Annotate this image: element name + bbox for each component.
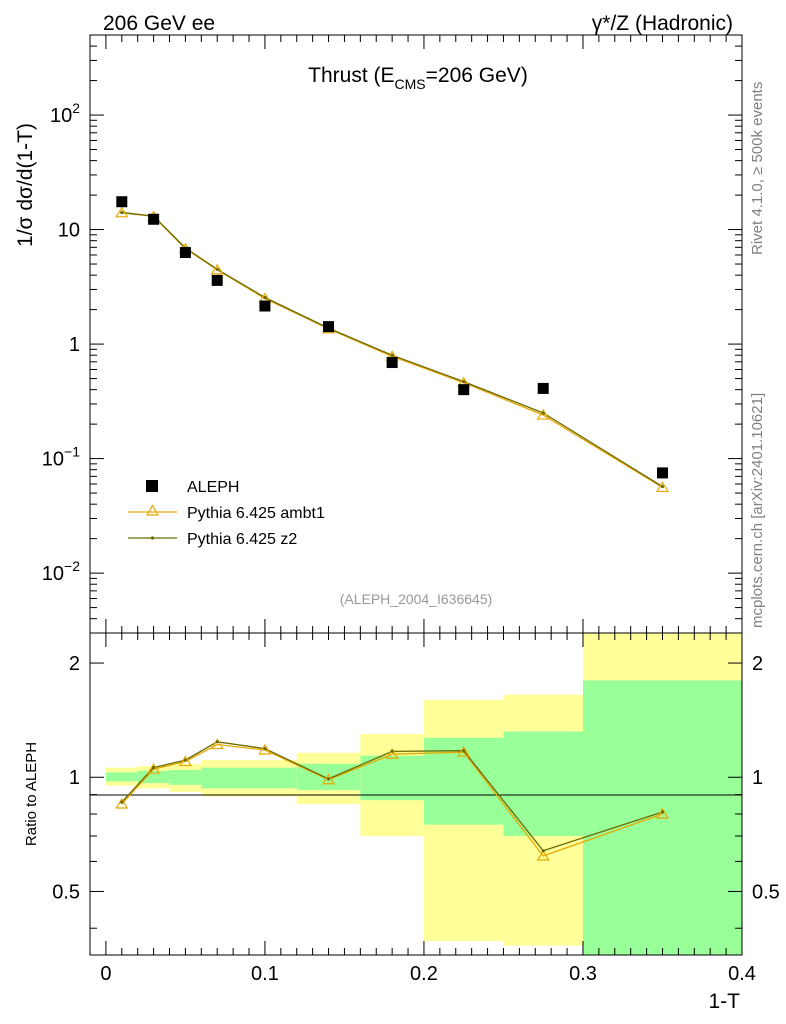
ratio-z2-marker xyxy=(263,746,267,751)
ratio-z2-marker xyxy=(541,849,545,853)
main-y-tick-label: 1 xyxy=(69,334,80,356)
band-inner xyxy=(503,731,583,837)
ratio-z2-marker xyxy=(215,740,219,744)
z2-line xyxy=(121,211,663,488)
ratio-panel: 0.5 0.51 12 2 0 0.1 0.2 0.3 0.4 Ratio to ALEPH … xyxy=(23,632,780,1013)
band-inner xyxy=(169,769,202,785)
legend: ALEPH Pythia 6.425 ambt1 Pythia 6.425 z2 xyxy=(128,479,325,548)
ratio-y-label: Ratio to ALEPH xyxy=(23,742,40,846)
band-inner xyxy=(137,770,170,784)
ratio-y-tick-label-right: 1 xyxy=(752,767,763,789)
aleph-point xyxy=(323,321,335,333)
main-y-label: 1/σ dσ/d(1-T) xyxy=(14,123,37,247)
legend-marker-ambt1 xyxy=(145,504,160,516)
ratio-ambt1-marker xyxy=(536,849,550,861)
band-inner xyxy=(233,767,297,789)
header-left: 206 GeV ee xyxy=(103,12,215,35)
ambt1-marker xyxy=(536,408,550,420)
aleph-point xyxy=(179,247,191,259)
aleph-point xyxy=(537,382,549,394)
ratio-ambt1-line xyxy=(121,743,663,857)
z2-marker xyxy=(541,411,545,415)
ratio-z2-marker xyxy=(660,810,665,814)
legend-marker-aleph xyxy=(146,480,158,492)
ratio-y-ticks: 0.5 0.5 1 1 2 2 xyxy=(52,653,780,929)
x-tick-label: 0.4 xyxy=(728,963,756,985)
ratio-ambt1-marker xyxy=(385,748,399,759)
aleph-point xyxy=(259,300,271,312)
legend-label-ambt1: Pythia 6.425 ambt1 xyxy=(187,505,325,522)
main-y-tick-label: 10−1 xyxy=(42,444,80,471)
header-right: γ*/Z (Hadronic) xyxy=(592,12,733,35)
ratio-y-tick-label: 1 xyxy=(69,767,80,789)
plot-title: Thrust (ECMS=206 GeV) xyxy=(308,64,528,92)
x-axis-label: 1-T xyxy=(709,990,741,1013)
z2-marker xyxy=(215,267,219,271)
aleph-point xyxy=(656,467,668,479)
aleph-point xyxy=(148,213,160,225)
legend-label-aleph: ALEPH xyxy=(187,479,239,496)
x-tick-label: 0.2 xyxy=(410,963,438,985)
analysis-watermark: (ALEPH_2004_I636645) xyxy=(340,591,493,607)
main-mc-lines xyxy=(115,206,670,493)
aleph-point xyxy=(116,196,128,208)
ratio-y-tick-label: 2 xyxy=(69,653,80,675)
legend-marker-z2 xyxy=(150,536,155,540)
ratio-frame xyxy=(89,632,743,956)
ratio-z2-marker xyxy=(326,777,331,781)
z2-marker xyxy=(120,210,124,215)
ratio-ambt1-marker xyxy=(147,763,161,774)
ratio-y-tick-label-right: 0.5 xyxy=(752,881,780,903)
aleph-point xyxy=(386,357,398,369)
ratio-z2-line xyxy=(121,741,663,852)
main-x-ticks xyxy=(105,35,743,633)
ratio-x-ticks: 0 0.1 0.2 0.3 0.4 xyxy=(100,633,756,985)
band-inner xyxy=(360,755,424,801)
z2-marker xyxy=(390,353,394,357)
ratio-ambt1-marker xyxy=(457,745,471,757)
ratio-y-tick-label-right: 2 xyxy=(752,653,763,675)
main-y-tick-label: 10 xyxy=(58,220,80,242)
main-y-tick-label: 10−2 xyxy=(42,558,80,585)
mcplots-label: mcplots.cern.ch [arXiv:2401.10621] xyxy=(749,393,766,628)
main-data-points xyxy=(116,196,668,479)
band-inner xyxy=(105,772,138,782)
rivet-label: Rivet 4.1.0, ≥ 500k events xyxy=(749,82,766,255)
x-tick-label: 0.1 xyxy=(251,963,279,985)
band-inner xyxy=(201,767,234,789)
ratio-ambt1-marker xyxy=(321,773,336,785)
main-panel: 10−2 10−1 1 10 102 Thrust (ECMS=206 GeV) 1/σ… xyxy=(14,34,743,634)
ratio-ambt1-marker xyxy=(210,738,224,750)
aleph-point xyxy=(211,274,223,286)
z2-marker xyxy=(263,295,267,300)
ratio-y-tick-label: 0.5 xyxy=(52,881,80,903)
ratio-ambt1-marker xyxy=(655,807,670,819)
ratio-z2-marker xyxy=(183,758,188,762)
ratio-ambt1-marker xyxy=(115,797,129,809)
main-y-ticks: 10−2 10−1 1 10 102 xyxy=(42,34,742,634)
ambt1-marker xyxy=(210,263,224,275)
ratio-ambt1-marker xyxy=(178,755,192,767)
z2-marker xyxy=(660,484,665,489)
aleph-point xyxy=(458,384,470,396)
ratio-z2-marker xyxy=(462,749,466,753)
ratio-mc-lines xyxy=(115,738,670,861)
ratio-uncertainty-bands xyxy=(105,633,742,955)
z2-marker xyxy=(462,380,466,384)
ratio-ambt1-marker xyxy=(258,743,272,755)
ratio-z2-marker xyxy=(390,749,394,753)
ratio-z2-marker xyxy=(152,766,156,770)
main-y-tick-label: 102 xyxy=(50,100,80,127)
ambt1-line xyxy=(121,212,663,488)
ambt1-marker xyxy=(655,481,670,493)
ambt1-marker xyxy=(115,206,129,218)
ratio-z2-marker xyxy=(120,800,124,804)
x-tick-label: 0 xyxy=(100,963,111,985)
x-tick-label: 0.3 xyxy=(569,963,597,985)
legend-label-z2: Pythia 6.425 z2 xyxy=(187,531,297,548)
